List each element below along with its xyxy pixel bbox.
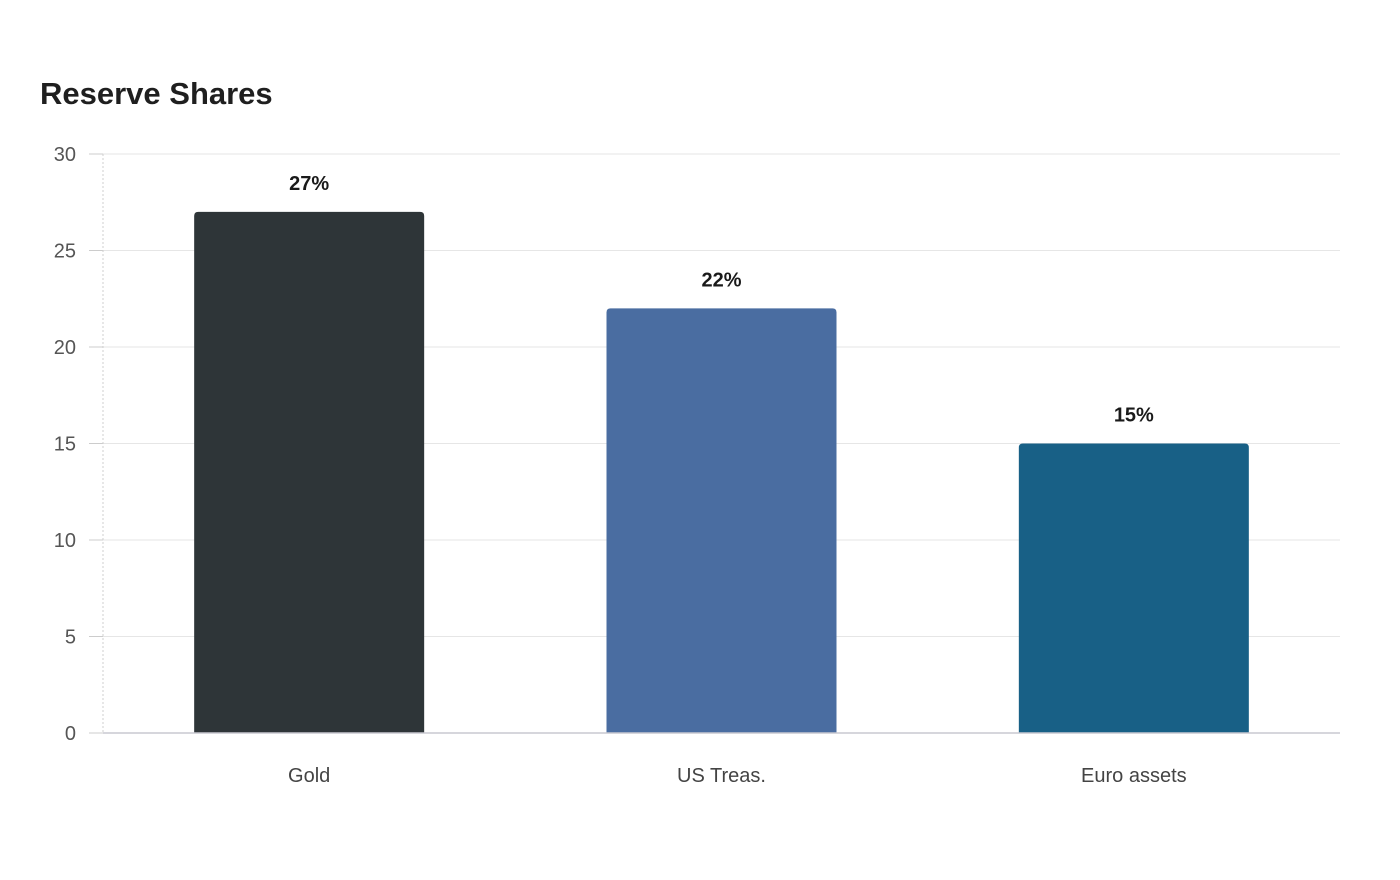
x-category-label: Euro assets xyxy=(1081,765,1187,787)
y-tick-label: 25 xyxy=(54,241,76,263)
y-tick-label: 5 xyxy=(65,627,76,649)
y-axis: 0 5 10 15 20 25 30 xyxy=(54,144,104,745)
y-tick-label: 30 xyxy=(54,144,76,166)
x-category-label: US Treas. xyxy=(677,765,766,787)
y-tick-label: 0 xyxy=(65,723,76,745)
y-tick-label: 15 xyxy=(54,434,76,456)
y-tick-label: 20 xyxy=(54,337,76,359)
x-category-label: Gold xyxy=(288,765,330,787)
chart-title: Reserve Shares xyxy=(40,76,273,111)
data-label: 27% xyxy=(289,173,329,195)
data-label: 22% xyxy=(701,269,741,291)
bar-gold xyxy=(194,211,425,733)
y-tick-label: 10 xyxy=(54,530,76,552)
data-label: 15% xyxy=(1114,405,1154,427)
bar-euro-assets xyxy=(1018,443,1249,733)
data-labels: 27% 22% 15% xyxy=(289,173,1154,427)
bar-us-treas xyxy=(606,308,837,733)
bars xyxy=(194,211,1249,733)
x-axis: Gold US Treas. Euro assets xyxy=(103,732,1340,787)
